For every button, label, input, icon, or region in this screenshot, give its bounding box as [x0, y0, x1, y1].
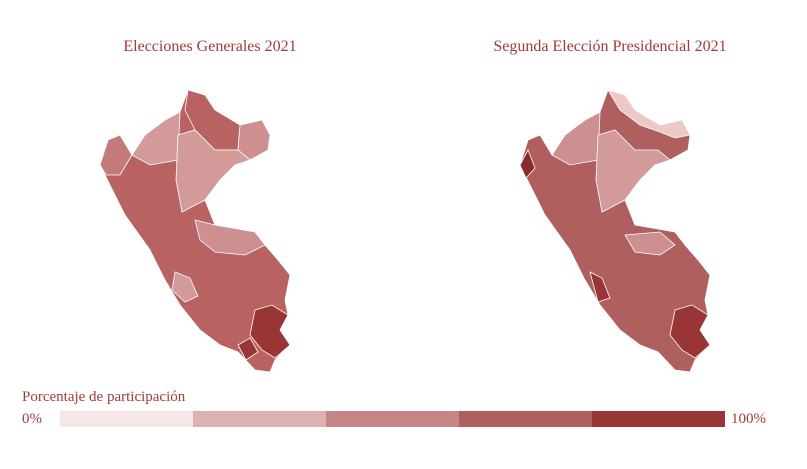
region [249, 304, 291, 359]
region [624, 231, 676, 256]
region [171, 271, 199, 303]
legend-swatch [326, 411, 459, 427]
region [237, 337, 259, 361]
legend-swatch [459, 411, 592, 427]
map-segunda-vuelta [519, 89, 711, 373]
region [194, 219, 266, 256]
map-title-primera-vuelta: Elecciones Generales 2021 [123, 38, 297, 55]
legend-swatch [60, 411, 193, 427]
region [99, 134, 133, 176]
legend-swatch [193, 411, 326, 427]
region [551, 111, 601, 166]
legend-swatch [592, 411, 725, 427]
map-primera-vuelta [99, 89, 291, 373]
region [607, 89, 691, 139]
region [175, 129, 251, 213]
region-shading [519, 89, 711, 359]
legend-title: Porcentaje de participación [22, 389, 186, 405]
legend-min-label: 0% [22, 411, 42, 427]
map-title-segunda-vuelta: Segunda Elección Presidencial 2021 [493, 38, 727, 55]
region [669, 304, 711, 359]
region [519, 149, 536, 179]
region [595, 129, 671, 213]
legend-color-scale [60, 411, 725, 427]
legend-max-label: 100% [731, 411, 766, 427]
region [131, 111, 181, 166]
region [589, 271, 611, 303]
region-shading [99, 89, 291, 361]
